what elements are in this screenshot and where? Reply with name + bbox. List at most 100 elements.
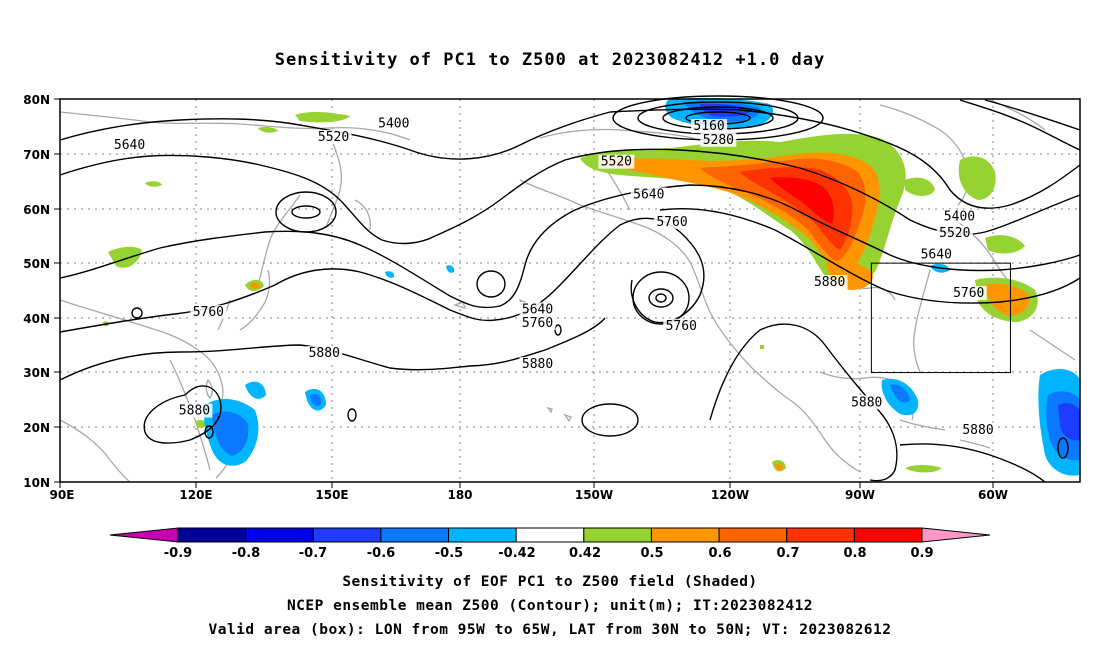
colorbar-labels: -0.9 -0.8 -0.7 -0.6 -0.5 -0.42 0.42 0.5 … <box>164 546 934 561</box>
contour-label: 5640 <box>633 187 664 202</box>
colorbar-label: 0.7 <box>776 546 799 561</box>
colorbar-label: -0.8 <box>232 546 260 561</box>
colorbar-box <box>786 527 855 543</box>
colorbar-low-end <box>109 527 179 543</box>
colorbar-label: 0.42 <box>569 546 601 561</box>
positive-sensitivity-region <box>108 246 142 268</box>
positive-sensitivity-region <box>905 177 935 196</box>
contour-label-bg <box>691 119 728 134</box>
colorbar-label: -0.9 <box>164 546 192 561</box>
lat-label: 80N <box>23 93 50 107</box>
colorbar-box <box>245 527 314 543</box>
lat-label: 50N <box>23 257 50 271</box>
caption-contour: NCEP ensemble mean Z500 (Contour); unit(… <box>286 598 814 614</box>
contour-label-bg <box>936 225 973 240</box>
colorbar: -0.9 -0.8 -0.7 -0.6 -0.5 -0.42 0.42 0.5 … <box>109 527 991 561</box>
latitude-labels: 80N 70N 60N 50N 40N 30N 20N 10N <box>23 93 50 490</box>
negative-sensitivity-region <box>1058 402 1080 441</box>
contour-label: 5280 <box>703 133 734 148</box>
lat-label: 20N <box>23 421 50 435</box>
axis-ticks <box>54 98 994 488</box>
contour-label-bg <box>306 346 343 361</box>
valid-area-box <box>870 262 1011 374</box>
lon-label: 60W <box>978 488 1008 502</box>
positive-sensitivity-region <box>250 282 260 290</box>
contour-label-bg <box>811 275 848 290</box>
positive-sensitivity-region <box>775 463 783 471</box>
contour-label: 5880 <box>522 357 553 372</box>
contour-label-bg <box>111 138 148 153</box>
contour-label-bg <box>519 302 556 317</box>
positive-sensitivity-region <box>760 345 764 349</box>
contour-label-bg <box>700 132 737 147</box>
contour-label: 5880 <box>179 404 210 419</box>
contour-label-bg <box>519 357 556 372</box>
positive-sensitivity-region <box>195 419 206 429</box>
colorbar-label: -0.5 <box>435 546 463 561</box>
contour-label: 5880 <box>962 423 993 438</box>
contour-label-bg <box>190 305 227 320</box>
map-frame <box>59 98 1081 483</box>
contour-label-bg <box>598 154 635 169</box>
z500-contours <box>59 95 1081 483</box>
lat-label: 10N <box>23 476 50 490</box>
colorbar-box <box>448 527 517 543</box>
contour-label: 5760 <box>953 286 984 301</box>
positive-sensitivity-region <box>258 127 278 133</box>
negative-sensitivity-region <box>245 381 266 399</box>
contour-label: 5760 <box>522 316 553 331</box>
caption-valid-area: Valid area (box): LON from 95W to 65W, L… <box>208 622 892 638</box>
lon-label: 180 <box>447 488 472 502</box>
contour-label-bg <box>375 116 412 131</box>
negative-sensitivity-region <box>446 265 455 273</box>
positive-sensitivity-region <box>985 235 1025 254</box>
negative-sensitivity-region <box>212 411 249 456</box>
caption-shading: Sensitivity of EOF PC1 to Z500 field (Sh… <box>342 574 758 590</box>
contour-label-bg <box>654 214 690 229</box>
colorbar-label: 0.5 <box>640 546 663 561</box>
contour-label-bg <box>848 395 885 410</box>
contour-label-bg <box>519 316 556 331</box>
contour-label-bg <box>315 130 352 145</box>
positive-sensitivity-region <box>740 167 853 250</box>
negative-sensitivity-region <box>310 394 322 406</box>
lon-label: 150E <box>315 488 348 502</box>
colorbar-label: -0.6 <box>367 546 395 561</box>
contour-label: 5880 <box>309 346 340 361</box>
lat-label: 40N <box>23 312 50 326</box>
contour-label-bg <box>663 318 700 333</box>
contour-label: 5640 <box>522 302 553 317</box>
colorbar-box <box>853 527 923 543</box>
lon-label: 90E <box>50 488 75 502</box>
colorbar-box <box>312 527 382 543</box>
contour-label: 5520 <box>939 226 970 241</box>
colorbar-label: 0.6 <box>708 546 731 561</box>
colorbar-box <box>718 527 788 543</box>
contour-label: 5520 <box>318 130 349 145</box>
colorbar-high-end <box>921 527 991 543</box>
contour-label: 5880 <box>851 395 882 410</box>
negative-sensitivity-region <box>385 271 395 278</box>
longitude-labels: 90E 120E 150E 180 150W 120W 90W 60W <box>50 488 1008 502</box>
lon-label: 120E <box>179 488 212 502</box>
colorbar-box <box>650 527 720 543</box>
colorbar-label: -0.42 <box>498 546 535 561</box>
sensitivity-shading <box>102 97 1080 476</box>
colorbar-boxes <box>177 527 923 543</box>
lat-label: 30N <box>23 366 50 380</box>
contour-label-bg <box>950 285 987 300</box>
contour-label: 5640 <box>921 248 952 263</box>
positive-sensitivity-region <box>295 112 350 123</box>
negative-sensitivity-region <box>890 384 910 403</box>
contour-label-bg <box>176 403 213 418</box>
positive-sensitivity-region <box>905 465 942 473</box>
contour-label-bg <box>960 422 996 437</box>
colorbar-label: 0.8 <box>843 546 866 561</box>
contour-label-bg <box>918 247 955 262</box>
contour-label: 5520 <box>601 155 632 170</box>
contour-label: 5760 <box>656 215 687 230</box>
colorbar-label: -0.7 <box>299 546 327 561</box>
contour-label: 5400 <box>378 116 409 131</box>
